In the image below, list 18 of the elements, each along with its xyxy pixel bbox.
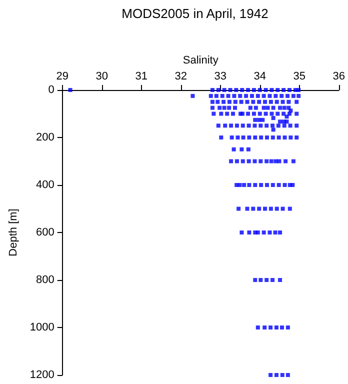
x-tick-label: 31 [135,70,148,82]
y-tick-label: 200 [36,132,54,144]
x-tick-label: 29 [56,70,68,82]
y-tick-label: 600 [36,226,54,238]
chart-title: MODS2005 in April, 1942 [122,6,268,21]
x-axis-title: Salinity [182,54,219,67]
y-tick-label: 400 [36,179,54,191]
x-tick-label: 32 [174,70,187,82]
x-tick-label: 30 [96,70,108,82]
x-tick-label: 33 [214,70,226,82]
y-tick-label: 1200 [30,369,54,381]
x-tick-label: 35 [293,70,306,82]
x-tick-label: 34 [254,70,266,82]
y-tick-label: 800 [36,274,54,286]
y-tick-label: 0 [48,84,54,96]
y-axis-title: Depth [m] [8,208,20,256]
y-tick-label: 1000 [30,322,54,334]
x-tick-label: 36 [332,70,346,82]
